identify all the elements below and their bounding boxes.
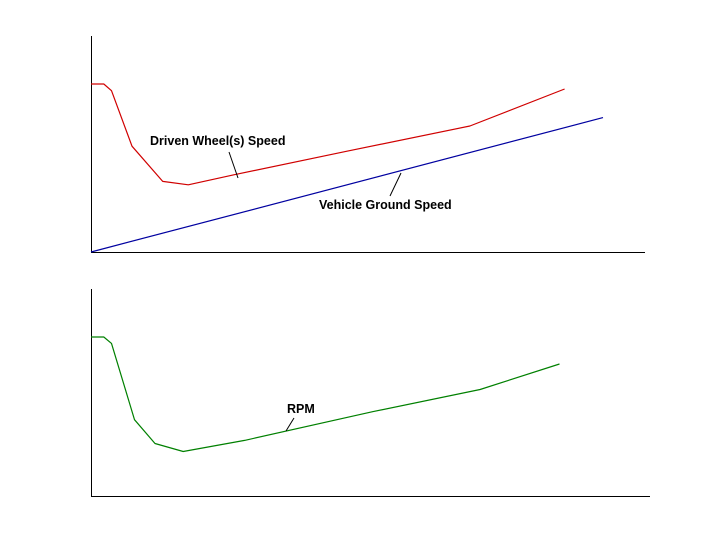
annotation-leader [285, 417, 295, 432]
annotation-leader [389, 172, 402, 197]
series-line-rpm [91, 336, 560, 453]
annotation-label: RPM [287, 402, 315, 416]
annotation-leader [228, 151, 239, 179]
series-line-vehicle-ground-speed [90, 117, 604, 253]
series-line-driven-wheel-s-speed [91, 83, 565, 186]
annotation-label: Vehicle Ground Speed [319, 198, 452, 212]
bottom-panel: RPM [91, 289, 650, 497]
annotation-label: Driven Wheel(s) Speed [150, 134, 285, 148]
top-panel: Driven Wheel(s) Speed Vehicle Ground Spee… [90, 36, 645, 253]
